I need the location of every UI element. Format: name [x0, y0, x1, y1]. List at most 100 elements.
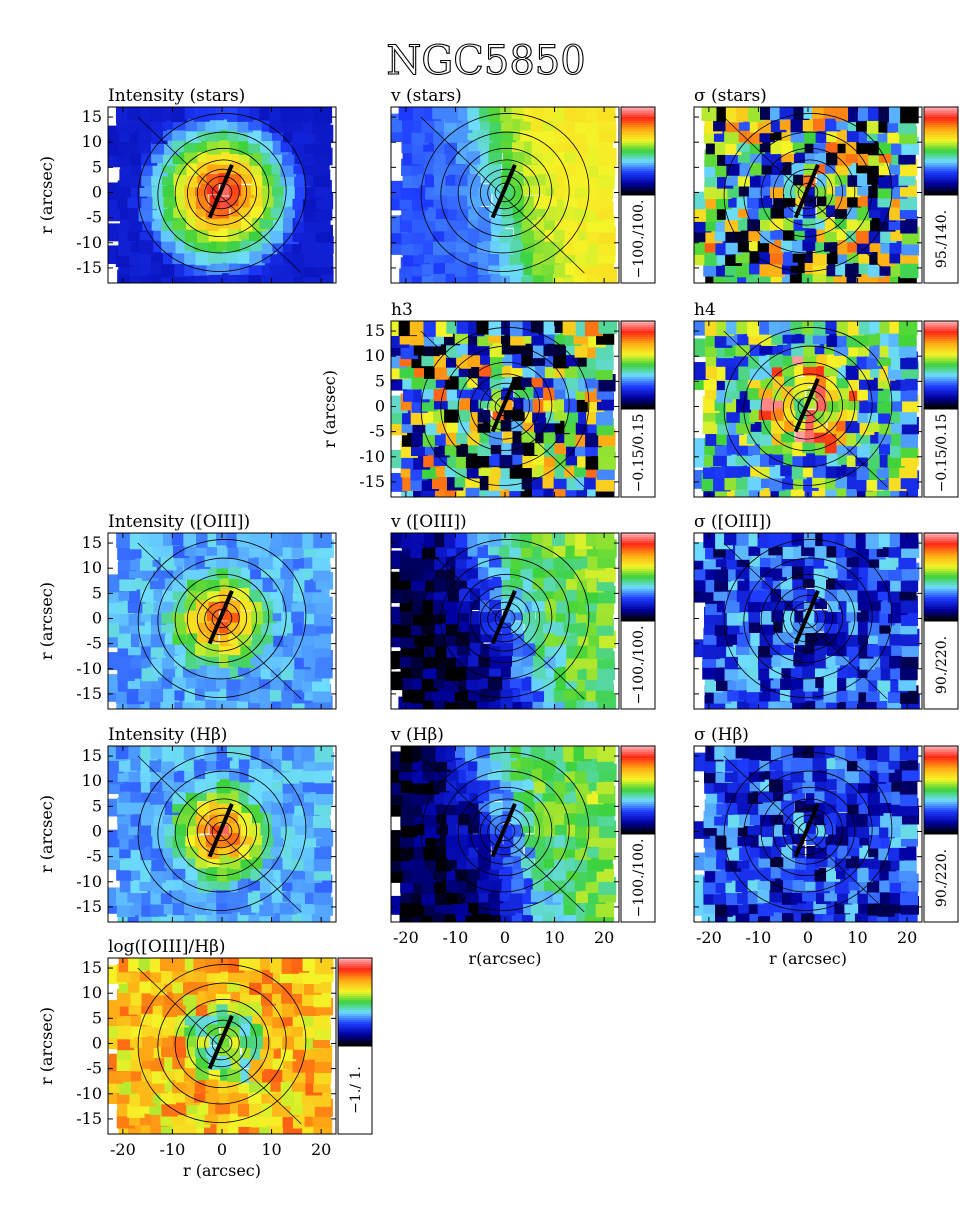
slit-line — [207, 1015, 234, 1070]
map-cell — [250, 966, 266, 983]
map-cell — [458, 811, 473, 826]
colorbar-step — [924, 535, 958, 538]
colorbar — [621, 746, 655, 835]
map-cell — [467, 431, 482, 446]
colorbar-step — [924, 776, 958, 779]
colorbar-step — [924, 804, 958, 807]
map-cell — [183, 979, 199, 995]
map-cell — [846, 485, 864, 497]
map-cell — [248, 790, 263, 805]
map-cell — [532, 575, 547, 590]
map-cell — [260, 137, 276, 153]
colorbar-step — [924, 816, 958, 819]
y-axis-label: r (arcsec) — [37, 795, 56, 873]
map-cell — [512, 148, 527, 163]
map-cell — [467, 173, 481, 187]
map-cell — [259, 1122, 277, 1134]
map-cell — [523, 196, 537, 210]
map-cell — [564, 397, 580, 413]
map-cell — [237, 107, 254, 122]
colorbar-step — [621, 543, 655, 546]
map-cell — [138, 1044, 155, 1061]
colorbar-step — [924, 115, 958, 118]
colorbar-step — [924, 337, 958, 340]
map-cell — [845, 418, 860, 434]
map-cell — [795, 856, 809, 870]
map-cell — [183, 800, 198, 815]
colorbar-step — [924, 798, 958, 801]
colorbar-step — [338, 1012, 372, 1015]
panel-title: log([OIII]/Hβ) — [108, 937, 226, 957]
slit-line — [207, 590, 234, 645]
map-cell — [433, 238, 450, 256]
map-cell — [209, 801, 223, 815]
colorbar-step — [924, 575, 958, 578]
map-cell — [794, 377, 808, 391]
map-cell — [227, 1000, 242, 1015]
colorbar-step — [621, 395, 655, 398]
colorbar — [621, 533, 655, 622]
map-cell — [250, 204, 265, 219]
colorbar-step — [924, 359, 958, 362]
map-cell — [542, 845, 557, 860]
colorbar-step — [924, 591, 958, 594]
colorbar-step — [924, 121, 958, 124]
colorbar — [621, 107, 655, 196]
map-cell — [160, 554, 177, 571]
map-cell — [553, 844, 568, 860]
map-cell — [823, 107, 840, 119]
map-cell — [833, 910, 850, 922]
map-cell — [900, 821, 918, 839]
colorbar-step — [621, 764, 655, 767]
map-cell — [816, 351, 831, 367]
y-tick-label: -15 — [76, 1109, 102, 1128]
contour-line — [211, 821, 233, 842]
x-tick-label: -10 — [443, 928, 469, 947]
map-cell — [769, 215, 784, 230]
contour-line — [797, 608, 819, 629]
colorbar-step — [924, 760, 958, 763]
colorbar-step — [924, 163, 958, 166]
colorbar-step — [924, 543, 958, 546]
colorbar-step — [924, 395, 958, 398]
map-cell — [768, 697, 785, 709]
map-cell — [500, 824, 513, 837]
map-cell — [899, 533, 919, 549]
colorbar-step — [621, 541, 655, 544]
contour-line — [440, 557, 570, 680]
colorbar-step — [924, 541, 958, 544]
panel-log-ratio: log([OIII]/Hβ) -15 -10 -5 0 5 10 15 r (arcsec) -2… — [37, 937, 373, 1180]
colorbar-step — [621, 832, 655, 835]
x-axis-label: r (arcsec) — [769, 949, 847, 968]
x-tick-label: 20 — [311, 1140, 331, 1159]
colorbar-step — [621, 798, 655, 801]
map-cell — [160, 910, 178, 922]
map-cell — [794, 182, 807, 195]
colorbar-step — [621, 169, 655, 172]
colorbar-step — [924, 832, 958, 835]
map-cell — [510, 663, 526, 679]
panel-title: Intensity (stars) — [108, 86, 245, 106]
map-cell — [844, 767, 861, 784]
map-cell — [149, 788, 166, 805]
colorbar — [924, 746, 958, 835]
colorbar-step — [924, 589, 958, 592]
colorbar-step — [621, 157, 655, 160]
x-axis-label: r(arcsec) — [469, 949, 542, 968]
colorbar-step — [621, 792, 655, 795]
map-cell — [543, 576, 559, 592]
map-cell — [225, 697, 242, 709]
y-tick-label: -10 — [76, 659, 102, 678]
x-tick-label: 10 — [544, 928, 564, 947]
colorbar-step — [924, 367, 958, 370]
colorbar-step — [621, 822, 655, 825]
contour-line — [211, 182, 233, 203]
contour-line — [470, 373, 540, 440]
x-tick-label: 20 — [594, 928, 614, 947]
y-tick-label: -5 — [86, 847, 102, 866]
colorbar-step — [338, 1000, 372, 1003]
map-cell — [467, 228, 483, 243]
colorbar-step — [621, 794, 655, 797]
map-cell — [174, 620, 189, 635]
colorbar-step — [621, 149, 655, 152]
